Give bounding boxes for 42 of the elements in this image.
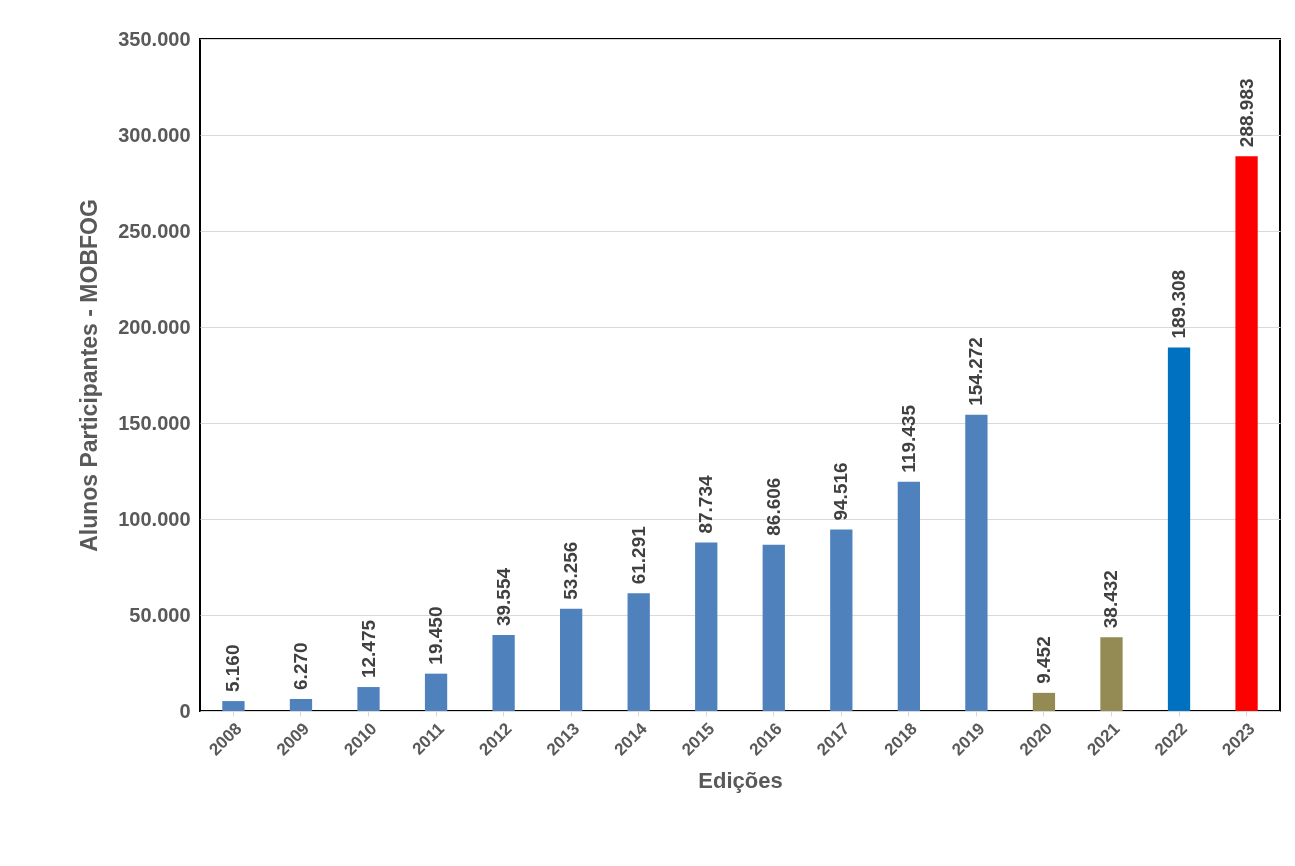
data-label: 119.435 xyxy=(897,404,919,473)
y-tick-label: 0 xyxy=(179,699,191,722)
x-axis-title: Edições xyxy=(698,767,783,793)
y-axis-title: Alunos Participantes - MOBFOG xyxy=(76,199,103,552)
bar xyxy=(1235,156,1258,711)
data-label: 9.452 xyxy=(1032,636,1054,684)
bar xyxy=(1100,637,1123,711)
bar xyxy=(965,414,988,711)
y-tick-label: 200.000 xyxy=(118,315,191,338)
bar xyxy=(1032,692,1056,711)
bar xyxy=(830,529,853,711)
y-tick-label: 300.000 xyxy=(118,123,191,146)
data-label: 5.160 xyxy=(222,644,244,693)
data-label: 39.554 xyxy=(492,567,514,627)
bar xyxy=(1167,347,1191,711)
bar xyxy=(695,542,718,711)
bar xyxy=(762,544,785,711)
data-label: 61.291 xyxy=(627,525,649,585)
data-label: 94.516 xyxy=(830,462,852,521)
bar xyxy=(560,608,583,711)
data-label: 86.606 xyxy=(762,477,784,536)
data-label: 53.256 xyxy=(560,541,582,600)
data-label: 87.734 xyxy=(695,475,717,534)
bar xyxy=(492,635,515,711)
data-label: 38.432 xyxy=(1100,570,1122,629)
data-label: 6.270 xyxy=(289,642,311,690)
data-label: 12.475 xyxy=(357,619,379,679)
y-tick-label: 350.000 xyxy=(118,27,191,50)
y-tick-label: 100.000 xyxy=(118,507,191,530)
bar xyxy=(357,687,380,711)
bar xyxy=(627,593,650,711)
data-label: 288.983 xyxy=(1235,78,1257,148)
bar xyxy=(897,481,920,711)
data-label: 19.450 xyxy=(425,606,447,665)
bar xyxy=(424,673,448,711)
bar xyxy=(289,698,313,711)
y-tick-label: 50.000 xyxy=(129,603,191,626)
bar xyxy=(222,701,245,711)
y-tick-label: 250.000 xyxy=(118,219,191,242)
data-label: 189.308 xyxy=(1168,269,1190,339)
data-label: 154.272 xyxy=(965,337,987,406)
y-tick-label: 150.000 xyxy=(118,411,191,434)
